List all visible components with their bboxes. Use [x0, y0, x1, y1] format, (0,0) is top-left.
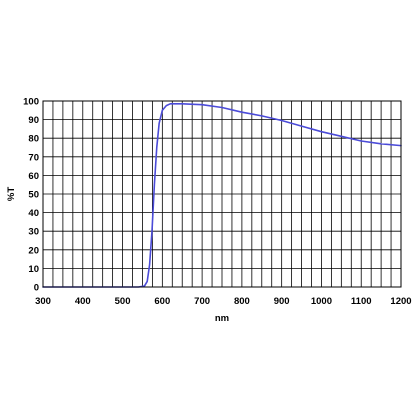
grid-layer — [43, 101, 401, 287]
series-layer — [42, 102, 402, 288]
x-tick-label: 300 — [35, 296, 51, 307]
x-tick-label: 400 — [75, 296, 91, 307]
y-tick-label: 90 — [28, 115, 39, 126]
y-tick-label: 0 — [34, 283, 39, 294]
x-axis-label: nm — [215, 313, 229, 324]
y-tick-label: 100 — [23, 97, 39, 108]
x-tick-label: 500 — [115, 296, 131, 307]
y-tick-label: 10 — [28, 264, 39, 275]
x-tick-label: 600 — [154, 296, 170, 307]
y-tick-label: 70 — [28, 152, 39, 163]
x-tick-label: 1100 — [351, 296, 372, 307]
x-tick-label: 1200 — [390, 296, 411, 307]
y-tick-label: 40 — [28, 208, 39, 219]
x-tick-labels: 300 400 500 600 700 800 900 1000 1100 1200 — [35, 296, 412, 307]
y-tick-labels: 0 10 20 30 40 50 60 70 80 90 100 — [23, 97, 39, 294]
y-tick-label: 60 — [28, 171, 39, 182]
y-axis-label: %T — [6, 187, 17, 201]
x-tick-label: 1000 — [311, 296, 332, 307]
plot-frame — [42, 100, 402, 288]
y-tick-label: 50 — [28, 190, 39, 201]
series-line — [42, 102, 402, 288]
x-tick-label: 800 — [234, 296, 250, 307]
x-tick-label: 700 — [194, 296, 210, 307]
x-tick-label: 900 — [274, 296, 290, 307]
y-tick-label: 30 — [28, 227, 39, 238]
y-tick-label: 80 — [28, 134, 39, 145]
y-tick-label: 20 — [28, 245, 39, 256]
